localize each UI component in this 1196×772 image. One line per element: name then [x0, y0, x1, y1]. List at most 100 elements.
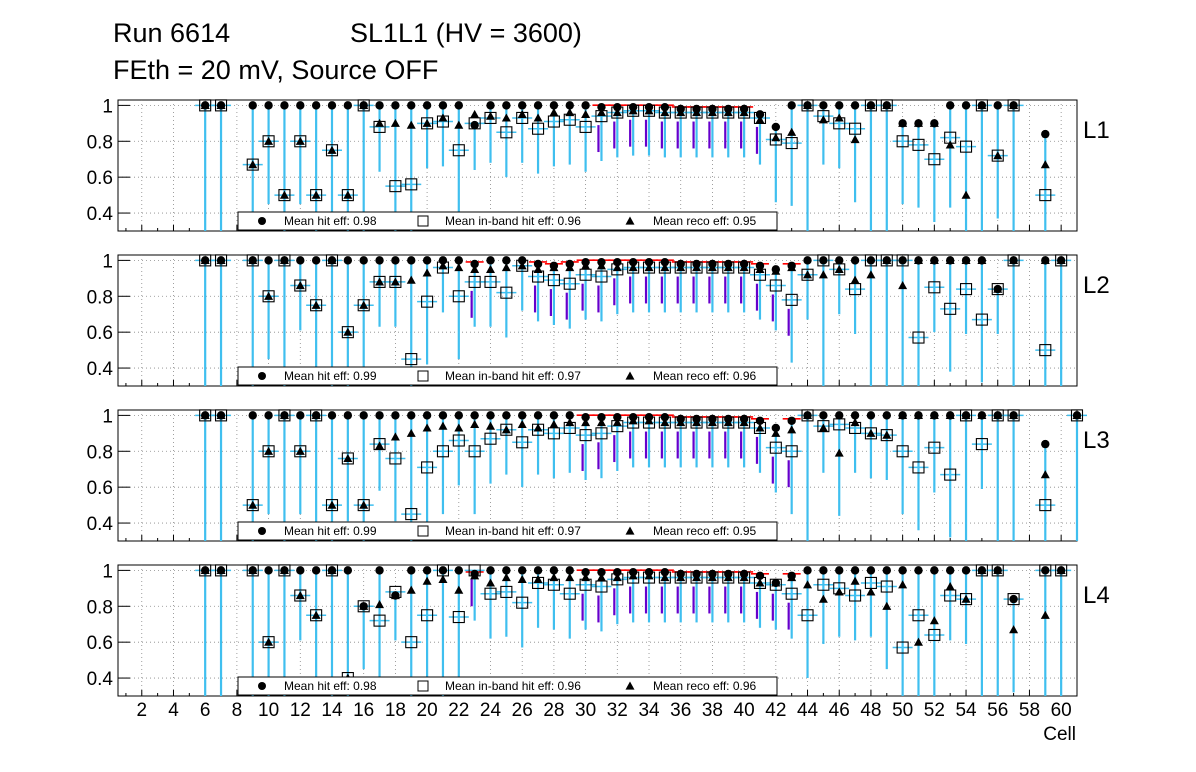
x-tick-label: 4 [168, 700, 179, 721]
reco-eff-point [422, 118, 432, 127]
inband-eff-point [199, 409, 212, 422]
inband-eff-point [928, 281, 941, 294]
run-label: Run 6614 [113, 18, 230, 48]
inband-eff-point [500, 126, 513, 139]
hit-eff-point [898, 256, 907, 265]
reco-eff-point [359, 601, 369, 610]
inband-eff-point [452, 290, 465, 303]
chamber-label: SL1L1 (HV = 3600) [350, 18, 582, 48]
reco-eff-point [961, 410, 971, 419]
inband-eff-point [801, 609, 814, 622]
hit-eff-point [803, 256, 812, 265]
inband-eff-point [706, 106, 719, 119]
inband-eff-point [294, 279, 307, 292]
inband-eff-point [959, 593, 973, 606]
reco-eff-point [454, 423, 464, 432]
inband-eff-point [389, 275, 402, 288]
inband-eff-point [262, 636, 275, 649]
reco-eff-point [565, 573, 575, 582]
reco-eff-point [977, 565, 987, 574]
legend-reco-marker [625, 681, 635, 690]
y-tick-label: 0.4 [87, 204, 114, 225]
reco-eff-point [929, 255, 939, 264]
inband-eff-point [738, 261, 751, 274]
reco-eff-point [644, 106, 654, 115]
reco-eff-point [1009, 255, 1019, 264]
reco-eff-point [755, 578, 765, 587]
hit-eff-point [565, 101, 574, 110]
legend: Mean hit eff: 0.99 Mean in-band hit eff: … [237, 521, 778, 541]
reco-eff-point [850, 275, 860, 284]
inband-eff-point [658, 106, 671, 119]
inband-eff-point [975, 564, 988, 577]
hit-eff-point [961, 566, 971, 575]
reco-eff-point [676, 108, 686, 117]
hit-eff-point [454, 411, 464, 420]
inband-eff-point [373, 438, 386, 451]
y-tick-label: 0.6 [87, 323, 113, 344]
inband-eff-point [959, 409, 973, 422]
reco-eff-point [803, 410, 813, 419]
inband-eff-point [896, 254, 909, 267]
reco-eff-point [295, 136, 305, 145]
inband-eff-point [199, 254, 212, 267]
inband-eff-point [341, 189, 354, 202]
hit-eff-point [438, 566, 448, 575]
reco-eff-point [517, 261, 527, 270]
reco-eff-point [977, 410, 987, 419]
inband-eff-point [214, 99, 228, 112]
hit-eff-point [835, 101, 844, 110]
inband-eff-point [294, 135, 307, 148]
inband-eff-point [785, 293, 798, 306]
reco-eff-point [977, 100, 987, 109]
reco-eff-point [248, 500, 258, 509]
reco-eff-point [248, 565, 258, 574]
inband-eff-point [912, 331, 925, 344]
hit-eff-point [502, 101, 511, 110]
legend-inband-label: Mean in-band hit eff: 0.96 [445, 679, 581, 693]
legend: Mean hit eff: 0.99 Mean in-band hit eff: … [237, 366, 778, 386]
hit-eff-point [835, 411, 844, 420]
inband-eff-point [1007, 593, 1020, 606]
reco-eff-point [501, 425, 511, 434]
x-tick-label: 44 [797, 700, 819, 721]
reco-eff-point [628, 263, 638, 272]
inband-eff-point [611, 420, 624, 433]
hit-eff-point [533, 101, 543, 110]
y-tick-label: 0.6 [87, 633, 113, 654]
hit-eff-point [296, 411, 305, 420]
inband-eff-point [436, 115, 450, 128]
panel-L1: 0.4 0.6 0.8 1 Mean hit eff: 0.98 Mean in-band… [87, 96, 1110, 232]
legend-reco-label: Mean reco eff: 0.96 [653, 679, 757, 693]
reco-eff-point [264, 446, 274, 455]
inband-eff-point [658, 416, 671, 429]
hit-eff-point [866, 411, 876, 420]
legend-reco-label: Mean reco eff: 0.96 [653, 369, 757, 383]
reco-eff-point [787, 263, 797, 272]
panel-L2: 0.4 0.6 0.8 1 Mean hit eff: 0.99 Mean in-band… [87, 251, 1110, 387]
hit-eff-point [407, 101, 416, 110]
inband-eff-point [849, 589, 862, 602]
hit-eff-point [565, 411, 574, 420]
legend-reco-marker [625, 216, 635, 225]
inband-eff-point [753, 111, 767, 124]
inband-eff-point [817, 420, 830, 433]
hit-eff-point [533, 259, 543, 269]
reco-eff-point [533, 423, 543, 432]
inband-eff-point [516, 259, 529, 272]
hit-eff-point [771, 122, 781, 132]
inband-eff-point [928, 628, 941, 642]
reco-eff-point [390, 118, 400, 127]
reco-eff-point [486, 111, 496, 120]
x-tick-label: 8 [232, 700, 243, 721]
legend-reco-label: Mean reco eff: 0.95 [653, 214, 757, 228]
reco-eff-point [834, 448, 844, 457]
inband-eff-point [563, 113, 576, 126]
inband-eff-point [436, 564, 450, 577]
reco-eff-point [438, 421, 448, 430]
reco-eff-point [882, 100, 892, 109]
reco-eff-point [612, 573, 622, 582]
inband-eff-point [753, 421, 767, 434]
legend-reco-marker [625, 526, 635, 535]
reco-eff-point [264, 637, 274, 646]
